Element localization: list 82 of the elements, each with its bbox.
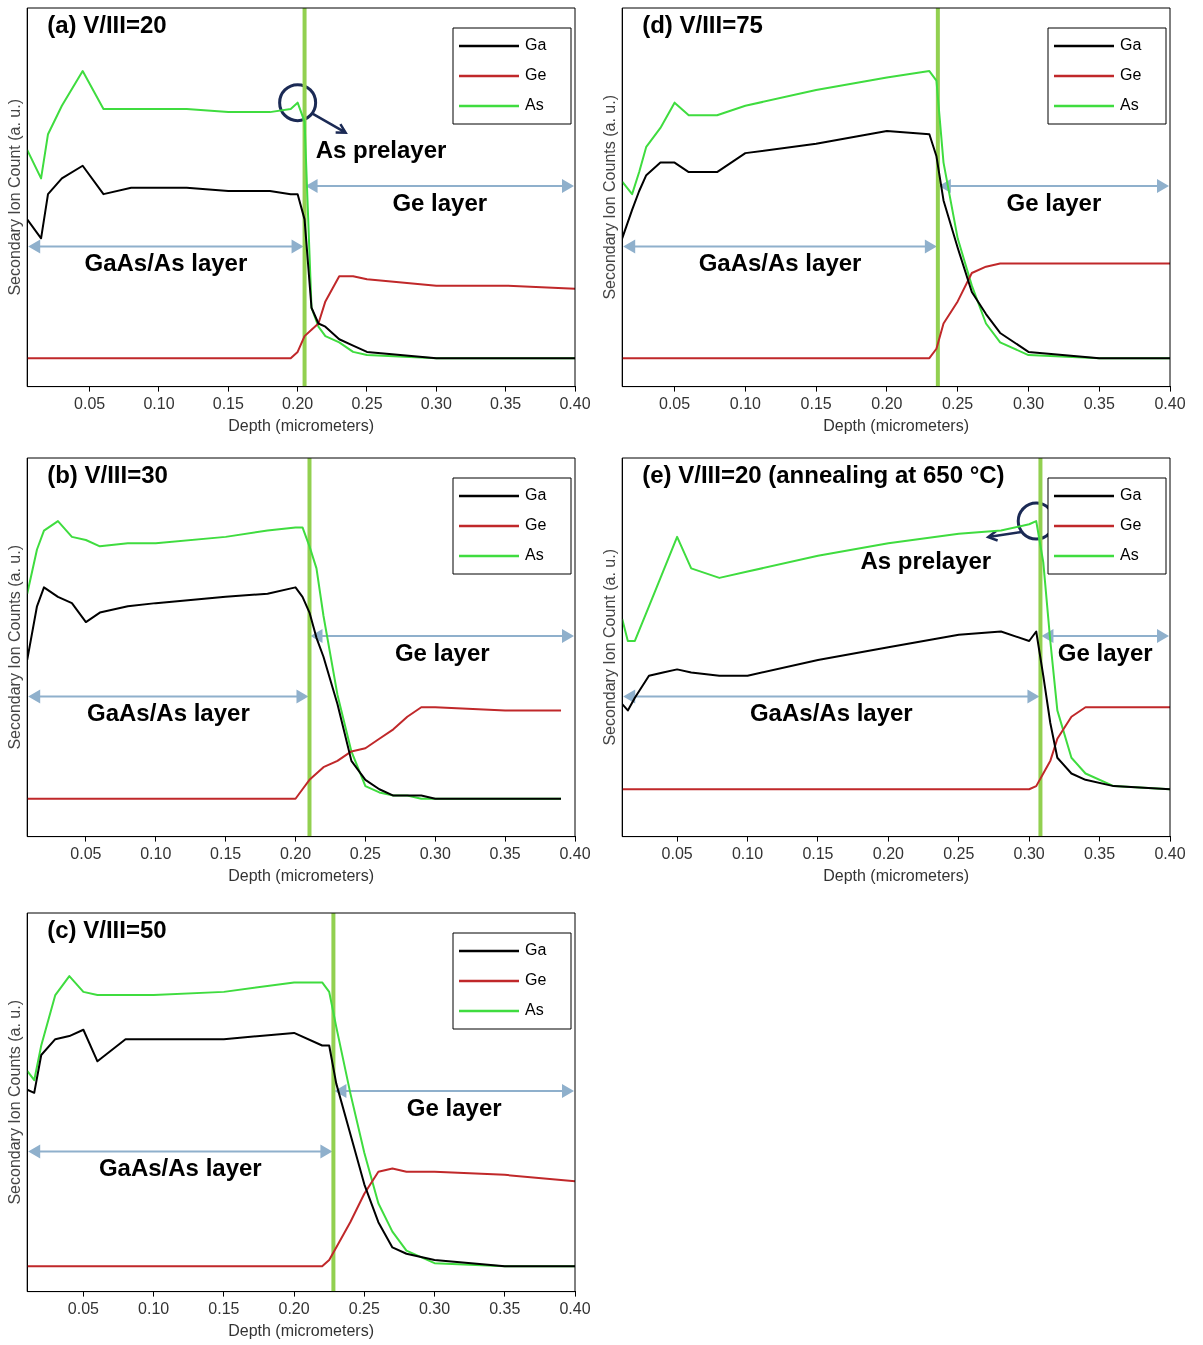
- legend-label: As: [525, 1001, 544, 1019]
- chart-title: (e) V/III=20 (annealing at 650 °C): [642, 460, 1005, 488]
- annotation: GaAs/As layer: [98, 1154, 262, 1182]
- y-axis-title: Secondary Ion Count (a. u.): [6, 99, 24, 296]
- legend-label: Ge: [1120, 66, 1142, 84]
- annotation: Ge layer: [394, 638, 490, 666]
- x-axis-title: Depth (micrometers): [228, 866, 375, 884]
- x-tick-label: 0.20: [279, 844, 312, 862]
- x-tick-label: 0.10: [729, 394, 762, 412]
- y-axis-title: Secondary Ion Count (a. u.): [601, 549, 619, 746]
- x-tick-label: 0.40: [559, 844, 591, 862]
- x-tick-label: 0.05: [659, 394, 691, 412]
- legend-label: Ge: [525, 516, 547, 534]
- y-axis-title: Secondary Ion Counts (a. u.): [6, 545, 24, 750]
- annotation: GaAs/As layer: [749, 699, 913, 727]
- x-tick-label: 0.10: [140, 844, 172, 862]
- x-tick-label: 0.20: [871, 394, 903, 412]
- x-tick-label: 0.25: [349, 844, 382, 862]
- chart-title: (c) V/III=50: [47, 915, 167, 943]
- x-tick-label: 0.40: [559, 1299, 591, 1317]
- x-tick-label: 0.15: [800, 394, 832, 412]
- x-tick-label: 0.10: [731, 844, 764, 862]
- x-tick-label: 0.35: [490, 394, 522, 412]
- x-tick-label: 0.20: [872, 844, 905, 862]
- x-tick-label: 0.20: [282, 394, 314, 412]
- legend-label: Ga: [1120, 486, 1142, 504]
- annotation: Ge layer: [1006, 188, 1102, 216]
- legend-label: Ga: [525, 941, 547, 959]
- x-tick-label: 0.25: [348, 1299, 380, 1317]
- x-tick-label: 0.05: [74, 394, 106, 412]
- x-tick-label: 0.40: [1154, 394, 1186, 412]
- y-axis-title: Secondary Ion Counts (a. u.): [6, 1000, 24, 1205]
- annotation: Ge layer: [392, 188, 488, 216]
- chart-title: (b) V/III=30: [47, 460, 168, 488]
- x-tick-label: 0.05: [67, 1299, 100, 1317]
- x-tick-label: 0.35: [489, 844, 521, 862]
- y-axis-title: Secondary Ion Counts (a. u.): [601, 95, 619, 300]
- x-tick-label: 0.35: [1084, 844, 1116, 862]
- legend-label: Ge: [525, 66, 547, 84]
- annotation: Ge layer: [1057, 638, 1153, 666]
- x-tick-label: 0.35: [489, 1299, 521, 1317]
- x-tick-label: 0.05: [661, 844, 693, 862]
- legend-label: As: [1120, 546, 1139, 564]
- legend-label: Ge: [1120, 516, 1142, 534]
- annotation: As prelayer: [315, 135, 447, 163]
- legend-label: As: [1120, 96, 1139, 114]
- x-tick-label: 0.30: [419, 844, 451, 862]
- x-axis-title: Depth (micrometers): [823, 866, 970, 884]
- x-axis-title: Depth (micrometers): [823, 416, 970, 434]
- x-tick-label: 0.30: [418, 1299, 451, 1317]
- annotation: Ge layer: [406, 1093, 502, 1121]
- x-tick-label: 0.10: [138, 1299, 170, 1317]
- x-axis-title: Depth (micrometers): [228, 416, 375, 434]
- legend-label: Ge: [525, 971, 547, 989]
- x-tick-label: 0.30: [420, 394, 452, 412]
- x-tick-label: 0.30: [1012, 394, 1045, 412]
- x-tick-label: 0.40: [1154, 844, 1186, 862]
- legend-label: As: [525, 96, 544, 114]
- x-tick-label: 0.15: [212, 394, 244, 412]
- x-tick-label: 0.40: [559, 394, 591, 412]
- legend-label: Ga: [1120, 36, 1142, 54]
- x-tick-label: 0.35: [1083, 394, 1115, 412]
- annotation: GaAs/As layer: [698, 249, 862, 277]
- annotation: GaAs/As layer: [84, 249, 248, 277]
- x-tick-label: 0.25: [351, 394, 383, 412]
- x-tick-label: 0.30: [1013, 844, 1045, 862]
- x-tick-label: 0.15: [802, 844, 834, 862]
- annotation: As prelayer: [860, 547, 992, 575]
- legend-label: As: [525, 546, 544, 564]
- x-tick-label: 0.15: [208, 1299, 240, 1317]
- x-tick-label: 0.15: [210, 844, 242, 862]
- x-axis-title: Depth (micrometers): [228, 1321, 375, 1339]
- x-tick-label: 0.10: [143, 394, 175, 412]
- annotation: GaAs/As layer: [86, 699, 250, 727]
- x-tick-label: 0.05: [70, 844, 102, 862]
- legend-label: Ga: [525, 486, 547, 504]
- x-tick-label: 0.20: [278, 1299, 310, 1317]
- x-tick-label: 0.25: [943, 844, 975, 862]
- x-tick-label: 0.25: [942, 394, 974, 412]
- chart-title: (d) V/III=75: [642, 10, 763, 38]
- legend-label: Ga: [525, 36, 547, 54]
- chart-title: (a) V/III=20: [47, 10, 167, 38]
